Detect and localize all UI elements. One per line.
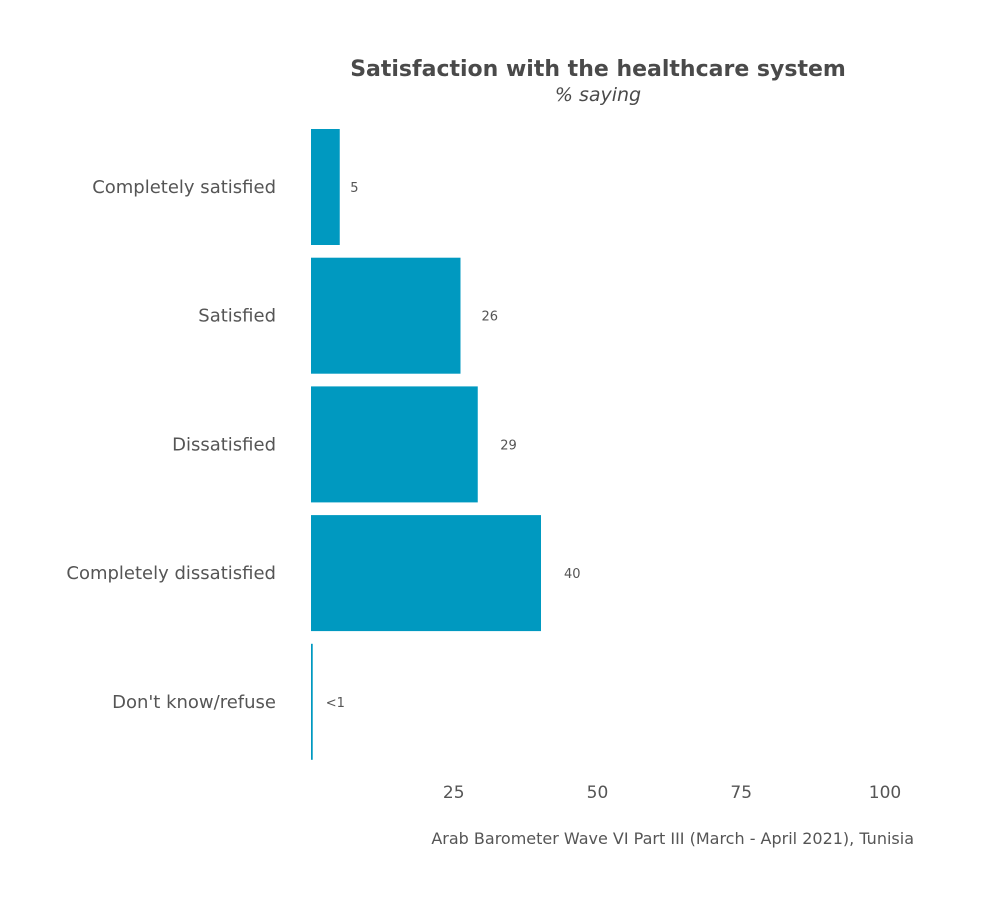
chart-subtitle: % saying — [555, 84, 641, 106]
x-tick-label: 100 — [869, 783, 901, 803]
x-axis-ticks: 25 50 75 100 — [443, 783, 901, 803]
x-tick-label: 75 — [730, 783, 752, 803]
value-label: <1 — [326, 696, 345, 711]
x-tick-label: 25 — [443, 783, 465, 803]
category-label: Satisfied — [198, 306, 276, 327]
bar — [311, 129, 340, 245]
chart-caption: Arab Barometer Wave VI Part III (March -… — [431, 829, 914, 848]
bar — [311, 386, 478, 503]
value-label: 40 — [564, 567, 581, 582]
category-label: Don't know/refuse — [112, 692, 276, 713]
bars-layer — [311, 129, 541, 760]
bar — [311, 515, 541, 632]
value-label: 29 — [500, 438, 517, 453]
value-label: 26 — [482, 310, 499, 325]
chart-title: Satisfaction with the healthcare system — [350, 57, 846, 82]
value-labels: 5 26 29 40 <1 — [326, 181, 581, 711]
x-tick-label: 50 — [587, 783, 609, 803]
value-label: 5 — [350, 181, 358, 196]
category-labels: Completely satisfied Satisfied Dissatisfie… — [66, 177, 276, 713]
bar — [311, 643, 313, 760]
category-label: Completely dissatisfied — [66, 563, 276, 584]
category-label: Completely satisfied — [92, 177, 276, 198]
category-label: Dissatisfied — [172, 434, 276, 455]
bar — [311, 257, 461, 374]
